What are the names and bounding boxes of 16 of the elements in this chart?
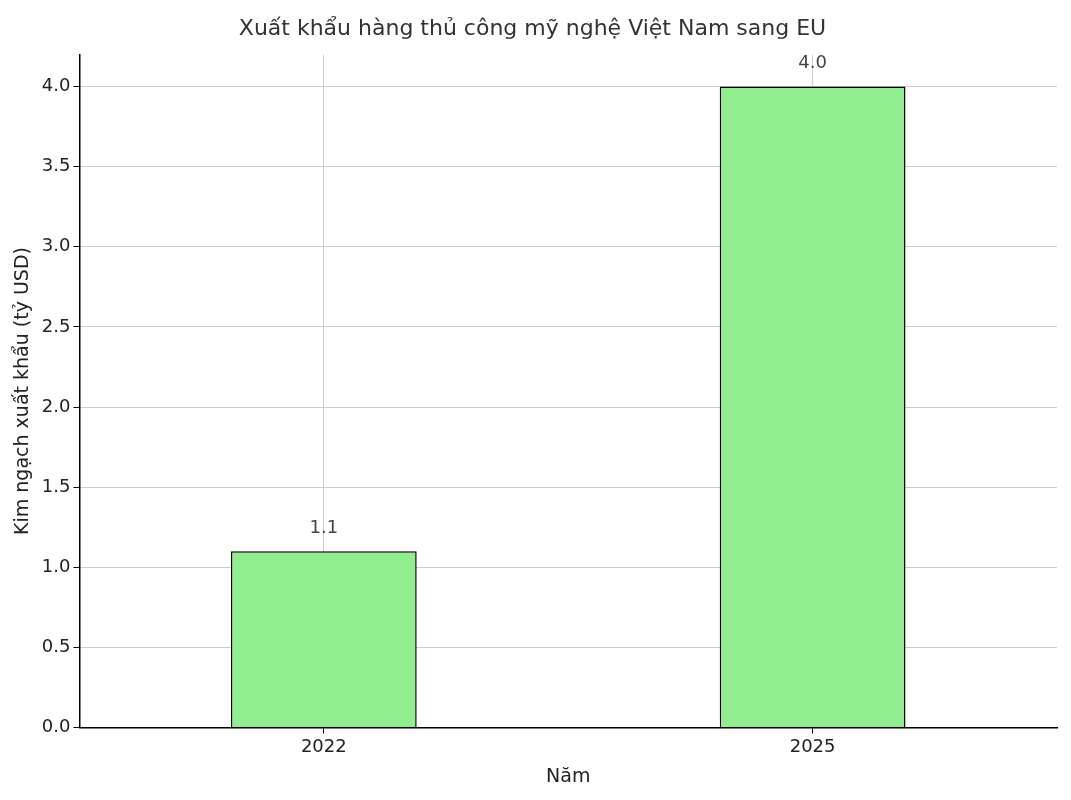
x-tick-label: 2022	[300, 735, 347, 757]
y-tick-label: 2.5	[41, 314, 71, 336]
y-tick-label: 0.0	[41, 715, 71, 737]
y-tick-label: 0.5	[41, 635, 71, 657]
data-label: 1.1	[309, 515, 339, 537]
data-label: 4.0	[798, 51, 827, 73]
y-tick-label: 3.0	[41, 234, 71, 256]
y-tick-label: 1.5	[41, 474, 71, 496]
chart-title: Xuất khẩu hàng thủ công mỹ nghệ Việt Nam sang EU	[238, 14, 827, 40]
y-tick-label: 2.0	[41, 394, 71, 416]
y-tick-label: 1.0	[41, 554, 71, 576]
y-tick-label: 3.5	[41, 154, 71, 176]
x-tick-label: 2025	[789, 735, 836, 757]
x-axis-title: Năm	[546, 763, 591, 786]
y-axis-title: Kim ngạch xuất khẩu (tỷ USD)	[10, 247, 33, 535]
y-tick-label: 4.0	[41, 74, 71, 96]
